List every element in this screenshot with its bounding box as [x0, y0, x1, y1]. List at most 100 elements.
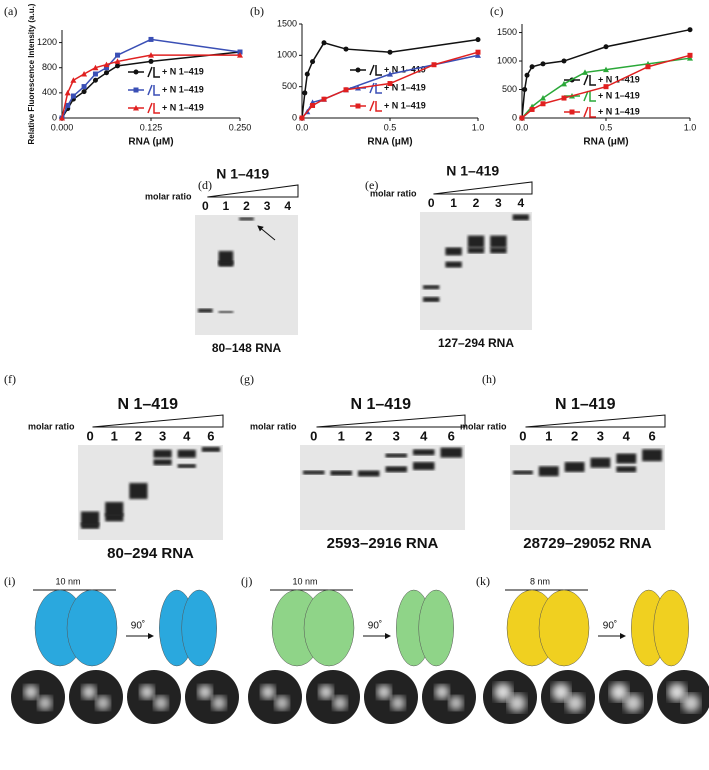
class-blob	[24, 685, 38, 699]
class-blob	[154, 696, 168, 710]
marker	[92, 71, 98, 77]
marker	[148, 36, 154, 42]
x-tick-label: 0.0	[296, 122, 309, 132]
y-tick-label: 500	[502, 84, 517, 94]
ratio-label: molar ratio	[145, 191, 192, 201]
band	[413, 449, 435, 456]
marker	[524, 72, 530, 78]
wedge	[316, 414, 466, 428]
lane-label: 1	[111, 428, 118, 443]
marker	[133, 105, 139, 111]
class-average	[185, 670, 239, 724]
lane-label: 1	[545, 428, 552, 443]
legend-label: + N 1–419	[598, 90, 640, 100]
marker	[582, 69, 588, 75]
rna-icon	[369, 82, 382, 94]
class-blob	[566, 694, 584, 712]
marker	[133, 87, 139, 93]
marker	[304, 71, 310, 77]
band	[177, 449, 196, 458]
gel-caption: 127–294 RNA	[438, 336, 514, 350]
class-blob	[261, 685, 275, 699]
band	[538, 466, 559, 477]
band	[423, 296, 440, 302]
marker	[92, 77, 98, 83]
band	[177, 464, 196, 468]
class-average	[11, 670, 65, 724]
marker	[133, 69, 139, 75]
lane-label: 0	[519, 428, 526, 443]
marker	[475, 49, 481, 55]
marker	[103, 61, 110, 68]
class-blob	[449, 696, 463, 710]
density-map	[653, 589, 689, 667]
marker	[64, 89, 71, 96]
x-axis-label: RNA (μM)	[367, 137, 412, 148]
class-average	[248, 670, 302, 724]
marker	[310, 102, 316, 108]
band	[642, 449, 662, 462]
rna-icon	[147, 102, 160, 114]
x-tick-label: 0.5	[600, 122, 613, 132]
band	[385, 453, 407, 458]
marker	[540, 61, 546, 67]
lane-label: 4	[623, 428, 631, 443]
marker	[561, 80, 567, 87]
x-tick-label: 1.0	[472, 122, 485, 132]
legend-label: + N 1–419	[384, 64, 426, 74]
scale-label: 10 nm	[292, 576, 317, 586]
marker	[343, 46, 349, 52]
band	[129, 483, 148, 499]
band	[218, 311, 234, 313]
band	[413, 462, 435, 470]
class-blob	[198, 685, 212, 699]
rotation-label: 90˚	[131, 620, 145, 632]
class-blob	[610, 683, 628, 701]
panel-label: (b)	[250, 4, 264, 18]
class-blob	[624, 694, 642, 712]
density-map	[181, 589, 217, 667]
rna-icon	[583, 74, 596, 86]
marker	[569, 109, 575, 115]
marker	[603, 44, 609, 50]
gel	[78, 445, 223, 540]
lane-label: 2	[365, 428, 372, 443]
class-average	[422, 670, 476, 724]
density-map	[538, 589, 590, 667]
panel-label: (g)	[240, 372, 254, 386]
class-blob	[82, 685, 96, 699]
pointer-arrow	[257, 225, 276, 241]
marker	[519, 115, 525, 121]
class-blob	[508, 694, 526, 712]
band	[105, 513, 124, 522]
lane-label: 3	[495, 196, 502, 210]
class-blob	[319, 685, 333, 699]
class-blob	[682, 694, 700, 712]
marker	[645, 64, 651, 70]
marker	[114, 58, 121, 64]
x-axis-label: RNA (μM)	[128, 137, 173, 148]
class-blob	[333, 696, 347, 710]
class-blob	[140, 685, 154, 699]
marker	[104, 70, 109, 76]
lane-label: 2	[243, 199, 250, 213]
marker	[529, 64, 535, 70]
x-axis-label: RNA (μM)	[583, 137, 628, 148]
band	[490, 247, 507, 254]
rotation-label: 90˚	[368, 620, 382, 632]
lane-label: 4	[183, 428, 191, 443]
wedge	[207, 184, 299, 198]
band	[153, 459, 172, 466]
lane-label: 3	[393, 428, 400, 443]
marker	[475, 52, 481, 58]
marker	[237, 52, 243, 58]
x-tick-label: 0.0	[516, 122, 529, 132]
panel-label: (a)	[4, 4, 17, 18]
lane-label: 1	[223, 199, 230, 213]
y-tick-label: 800	[42, 62, 57, 72]
gel-title: N 1–419	[118, 396, 179, 413]
rna-icon	[147, 84, 160, 96]
marker	[687, 27, 693, 33]
marker	[355, 67, 361, 73]
y-axis-label: Relative Fluorescence Intensity (a.u.)	[27, 3, 36, 144]
